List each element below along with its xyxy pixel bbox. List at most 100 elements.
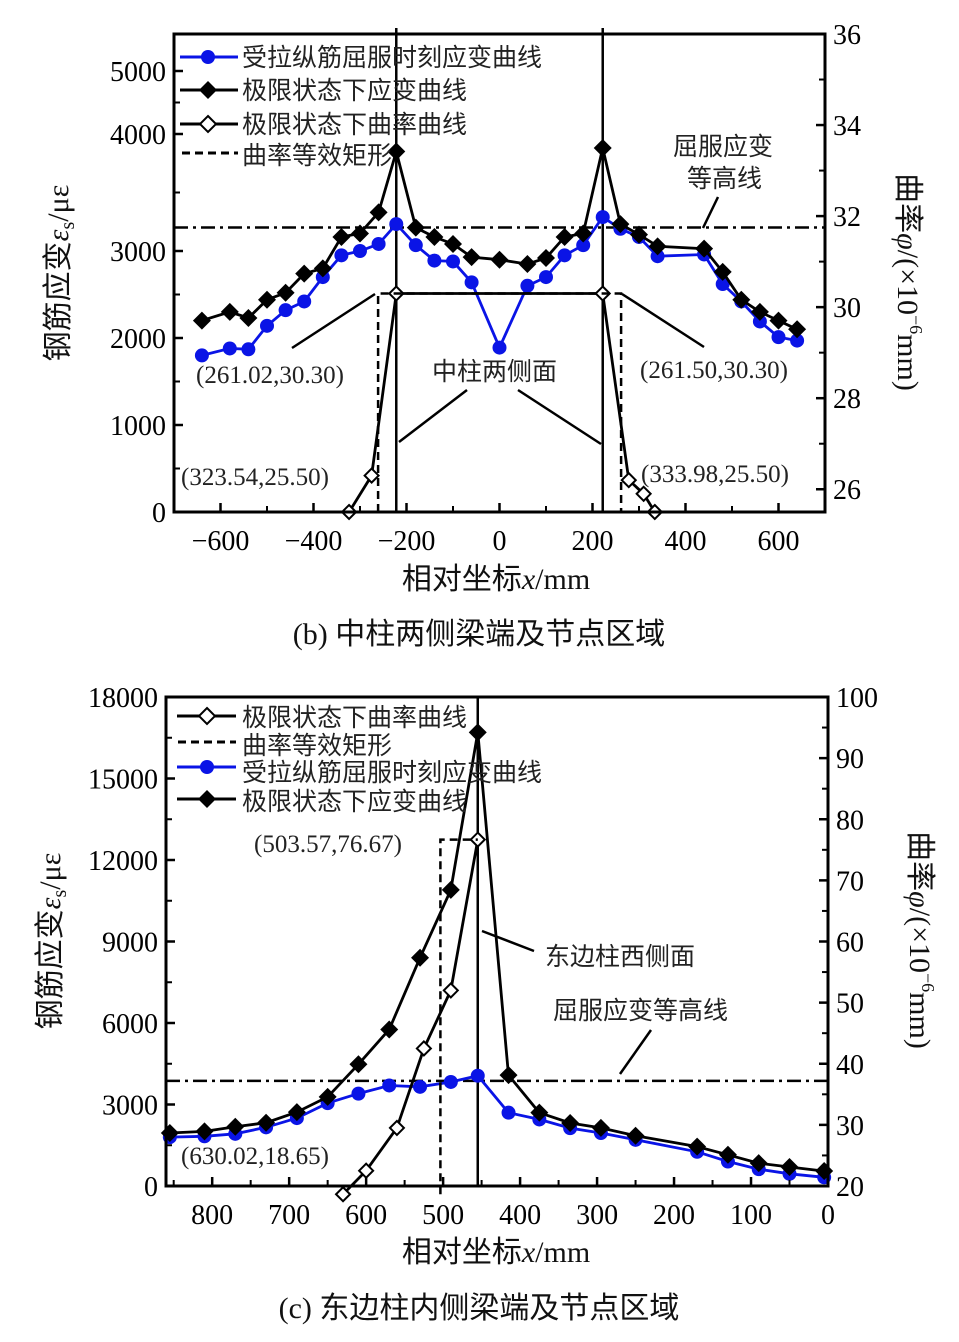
chart-c-ylabel: 钢筋应变εs/με (34, 853, 71, 1030)
chart-b: −600 −400 −200 0 200 400 600 0 1000 2000 3000 4000 5… (42, 20, 926, 651)
y2-tick-label: 90 (836, 744, 864, 775)
y-tick-label: 1000 (110, 411, 166, 442)
chart-b-caption: (b) 中柱两侧梁端及节点区域 (293, 618, 665, 651)
chart-c-marks (160, 697, 834, 1203)
legend-marker-diamond (198, 790, 216, 808)
x-tick-label: 0 (493, 526, 507, 557)
data-point-diamond (441, 880, 460, 899)
data-point-diamond (406, 218, 425, 237)
chart-c-legend: 极限状态下曲率曲线 曲率等效矩形 受拉纵筋屈服时刻应变曲线 极限状态下应变曲线 (177, 704, 542, 816)
data-point-diamond (351, 224, 369, 243)
legend-marker-open-diamond (197, 706, 217, 726)
series-line (347, 292, 656, 513)
data-point-diamond (287, 1103, 306, 1122)
annotation-column-faces: 中柱两侧面 (432, 358, 557, 386)
data-point-circle (595, 210, 610, 225)
data-point-open-diamond (620, 471, 638, 489)
annotation-b-right-rect: (261.50,30.30) (640, 357, 788, 384)
data-point-diamond (713, 262, 732, 281)
data-point-diamond (749, 1154, 768, 1173)
data-point-circle (492, 340, 507, 355)
data-point-circle (427, 253, 442, 268)
series-line (341, 839, 480, 1196)
data-point-diamond (555, 227, 574, 246)
data-point-diamond (574, 224, 593, 243)
annotation-b-left-rect: (261.02,30.30) (196, 362, 344, 389)
data-point-circle (351, 1086, 366, 1101)
data-point-diamond (380, 1020, 399, 1039)
data-point-diamond (276, 283, 295, 302)
data-point-diamond (313, 259, 332, 278)
leader-line (291, 292, 376, 350)
data-point-diamond (530, 1103, 549, 1122)
data-point-diamond (220, 302, 239, 321)
data-point-circle (539, 270, 553, 285)
data-point-diamond (732, 290, 751, 309)
legend-label: 曲率等效矩形 (242, 142, 392, 170)
data-point-diamond (226, 1117, 245, 1136)
chart-b-xlabel: 相对坐标x/mm (402, 563, 590, 596)
data-point-circle (446, 254, 460, 269)
data-point-diamond (561, 1113, 580, 1132)
legend-marker-diamond (199, 81, 217, 99)
data-point-diamond (695, 239, 714, 258)
x-tick-label: −400 (285, 526, 343, 557)
y-tick-label: 2000 (110, 324, 166, 355)
data-point-diamond (468, 723, 487, 742)
data-point-circle (576, 238, 591, 253)
data-point-circle (408, 238, 423, 253)
data-point-circle (260, 318, 274, 333)
chart-c-xlabel: 相对坐标x/mm (402, 1236, 590, 1269)
annotation-column-face: 东边柱西侧面 (545, 943, 695, 971)
data-point-circle (413, 1079, 428, 1094)
x-tick-label: 100 (730, 1200, 772, 1231)
y-tick-label: 12000 (88, 846, 158, 877)
data-point-diamond (387, 142, 406, 161)
data-point-diamond (780, 1157, 799, 1176)
data-point-diamond (369, 203, 388, 222)
chart-b-marks (174, 28, 825, 521)
x-tick-label: 600 (758, 526, 800, 557)
y2-tick-label: 28 (833, 384, 861, 415)
data-point-diamond (258, 290, 276, 309)
data-point-open-diamond (334, 1185, 352, 1203)
data-point-diamond (537, 248, 555, 267)
y-tick-label: 3000 (110, 237, 166, 268)
data-point-diamond (239, 308, 258, 327)
data-point-circle (752, 314, 767, 329)
series-line (376, 292, 623, 512)
data-point-open-diamond (363, 467, 381, 484)
y-tick-label: 0 (152, 498, 166, 529)
x-tick-label: 300 (576, 1200, 618, 1231)
y2-tick-label: 40 (836, 1050, 864, 1081)
data-point-diamond (499, 1066, 518, 1085)
data-point-diamond (411, 948, 430, 967)
legend-marker-circle (200, 760, 214, 774)
data-point-circle (334, 248, 349, 263)
y-tick-label: 5000 (110, 57, 166, 88)
y2-tick-label: 60 (836, 928, 864, 959)
data-point-circle (353, 244, 367, 258)
chart-c-y2label: 曲率φ/(×10−6mm) (903, 831, 938, 1049)
data-point-circle (382, 1078, 397, 1093)
y2-tick-label: 100 (836, 683, 878, 714)
leader-line (618, 1029, 653, 1075)
y2-tick-label: 80 (836, 805, 864, 836)
data-point-open-diamond (442, 981, 460, 999)
data-point-diamond (295, 264, 314, 283)
data-point-circle (771, 330, 786, 345)
data-point-circle (557, 248, 572, 263)
annotation-yield-contour-1: 屈服应变 (673, 133, 773, 161)
data-point-circle (222, 341, 237, 356)
x-tick-label: −200 (378, 526, 436, 557)
y-tick-label: 3000 (102, 1091, 158, 1122)
y-tick-label: 0 (144, 1172, 158, 1203)
data-point-circle (443, 1074, 458, 1089)
x-tick-label: 700 (268, 1200, 310, 1231)
data-point-diamond (788, 320, 807, 339)
data-point-circle (278, 303, 293, 318)
legend-label: 曲率等效矩形 (242, 732, 392, 760)
x-tick-label: 0 (821, 1200, 835, 1231)
x-tick-label: 400 (665, 526, 707, 557)
